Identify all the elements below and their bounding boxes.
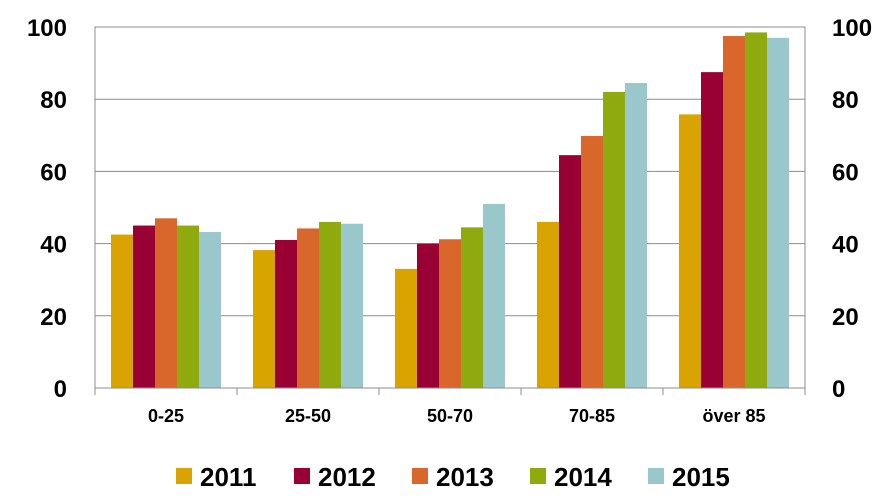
bar-2014-över-85 [745,32,767,388]
x-tick-label: över 85 [702,406,765,426]
legend: 2011 2012 2013 2014 2015 [176,462,730,492]
bar-2015-över-85 [767,37,789,389]
x-tick-label: 0-25 [148,406,184,426]
bars [111,32,789,389]
bar-2011-25-50 [253,250,275,388]
legend-item-2013: 2013 [412,462,494,492]
bar-2012-över-85 [701,72,723,388]
bar-2013-70-85 [581,136,603,388]
legend-label: 2015 [672,462,730,492]
x-tick-label: 50-70 [427,406,473,426]
bar-2015-50-70 [483,203,505,388]
bar-2013-0-25 [155,218,177,388]
bar-2013-25-50 [297,228,319,388]
bar-2015-25-50 [341,223,363,388]
legend-item-2014: 2014 [530,462,612,492]
bar-2011-50-70 [395,268,417,388]
legend-label: 2014 [554,462,612,492]
legend-swatch [176,468,192,484]
y-tick-label-right: 40 [832,232,859,259]
bar-2015-70-85 [625,82,647,388]
y-tick-label-left: 80 [40,87,67,114]
legend-swatch [294,468,310,484]
bar-2013-över-85 [723,36,745,389]
y-tick-label-right: 0 [832,376,845,403]
y-tick-label-right: 100 [832,15,872,42]
x-tick-label: 25-50 [285,406,331,426]
x-tick-label: 70-85 [569,406,615,426]
bar-2012-25-50 [275,239,297,388]
bar-2014-25-50 [319,221,341,388]
y-axis-left: 0 20 40 60 80 100 [27,15,67,403]
y-tick-label-left: 0 [54,376,67,403]
y-tick-label-right: 20 [832,304,859,331]
legend-swatch [648,468,664,484]
axes [94,387,806,395]
bar-2014-50-70 [461,227,483,388]
bar-2013-50-70 [439,239,461,388]
legend-label: 2013 [436,462,494,492]
legend-swatch [530,468,546,484]
bar-2015-0-25 [199,232,221,388]
bar-2011-70-85 [537,221,559,388]
y-tick-label-right: 80 [832,87,859,114]
y-tick-label-left: 20 [40,304,67,331]
legend-swatch [412,468,428,484]
bar-2012-0-25 [133,225,155,388]
y-tick-label-left: 60 [40,159,67,186]
legend-label: 2011 [200,462,256,492]
bar-2011-0-25 [111,234,133,388]
y-tick-label-left: 100 [27,15,67,42]
y-tick-label-right: 60 [832,159,859,186]
bar-2014-0-25 [177,225,199,388]
x-axis: 0-25 25-50 50-70 70-85 över 85 [148,406,766,426]
legend-item-2011: 2011 [176,462,256,492]
legend-item-2012: 2012 [294,462,376,492]
y-axis-right: 0 20 40 60 80 100 [832,15,872,403]
bar-2012-70-85 [559,155,581,388]
y-tick-label-left: 40 [40,232,67,259]
bar-2012-50-70 [417,243,439,388]
bar-2011-över-85 [679,114,701,388]
bar-2014-70-85 [603,91,625,388]
legend-label: 2012 [318,462,376,492]
legend-item-2015: 2015 [648,462,730,492]
